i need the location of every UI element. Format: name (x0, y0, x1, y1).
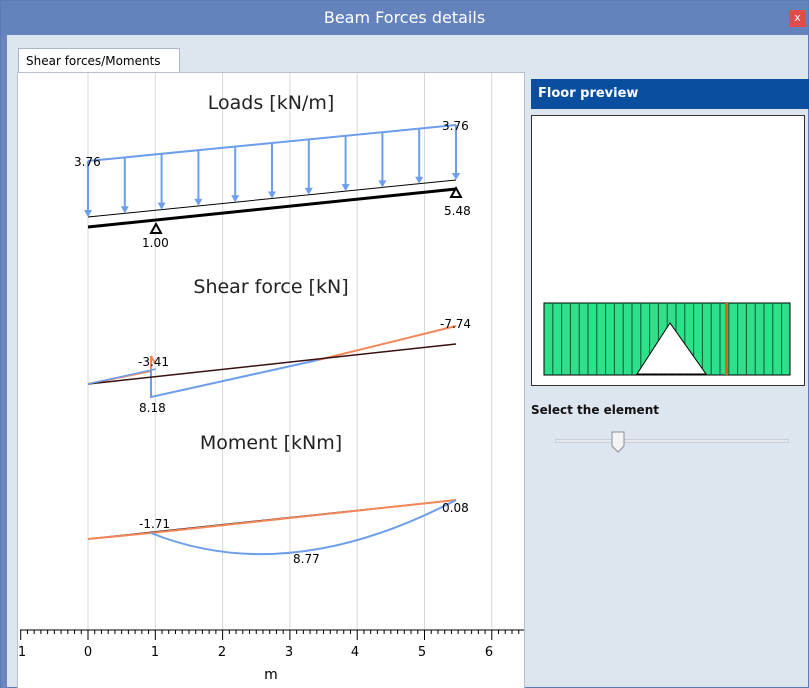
x-tick-label: 4 (351, 645, 359, 660)
window-left-edge (1, 35, 7, 688)
load-arrow (194, 150, 203, 206)
floor-preview-header: Floor preview (531, 79, 809, 109)
load-arrow (341, 135, 350, 192)
shear-base-left (87, 368, 157, 385)
x-tick-label: 6 (485, 645, 493, 660)
load-arrow (268, 143, 276, 199)
support-label-right: 5.48 (444, 204, 471, 218)
load-arrow (84, 161, 92, 217)
moment-top-line (150, 499, 457, 534)
chart-grid (87, 73, 493, 630)
x-axis-label: m (264, 667, 278, 683)
beam-chart: Loads [kN/m] 3.76 3.76 1.00 5.48 Shear f… (18, 73, 524, 683)
x-tick-label: 0 (84, 645, 92, 660)
load-arrow (378, 132, 387, 188)
window-title: Beam Forces details (323, 8, 486, 27)
close-button[interactable]: x (789, 10, 806, 27)
moment-label-right: 0.08 (442, 501, 469, 515)
x-tick-label: 1 (151, 645, 159, 660)
support-left-icon (149, 221, 163, 234)
moment-positive-segment (87, 532, 152, 540)
x-axis-tick-labels: 1 0 1 2 3 4 5 6 (18, 645, 493, 660)
floor-preview-box[interactable] (531, 115, 805, 386)
x-tick-label: 1 (18, 645, 26, 660)
select-element-label: Select the element (531, 403, 659, 417)
title-bar[interactable]: Beam Forces details x (1, 1, 808, 35)
x-tick-label: 5 (418, 645, 426, 660)
right-panel: Floor preview Select the element (531, 79, 809, 688)
shear-positive-segment-2 (317, 325, 457, 361)
beam-chart-panel: Loads [kN/m] 3.76 3.76 1.00 5.48 Shear f… (17, 72, 525, 688)
shear-label-left-bottom: 8.18 (139, 401, 166, 415)
selected-element-marker (725, 303, 728, 375)
beam-line (87, 187, 457, 229)
support-label-left: 1.00 (142, 236, 169, 250)
element-slider-track[interactable] (555, 439, 789, 443)
element-slider-thumb[interactable] (611, 431, 625, 453)
support-right-icon (449, 185, 463, 198)
load-arrow (452, 125, 460, 180)
load-arrow (120, 157, 129, 214)
load-arrow (231, 146, 240, 203)
load-arrow (415, 128, 424, 184)
x-axis-ticks (20, 630, 520, 640)
moment-title: Moment [kNm] (200, 432, 342, 454)
floor-preview-image (543, 302, 791, 376)
shear-axis-line (87, 343, 457, 385)
shear-positive-tick (150, 355, 156, 364)
shear-label-left-top: -3.41 (138, 355, 169, 369)
shear-title: Shear force [kN] (193, 276, 348, 298)
load-label-right: 3.76 (442, 119, 469, 133)
loads-title: Loads [kN/m] (208, 92, 334, 114)
shear-label-right: -7.74 (440, 317, 471, 331)
x-tick-label: 3 (285, 645, 293, 660)
shear-negative-segment (150, 359, 319, 399)
tab-shear-forces-moments[interactable]: Shear forces/Moments (18, 48, 180, 72)
load-arrow (304, 139, 313, 195)
load-label-left: 3.76 (74, 155, 101, 169)
x-tick-label: 2 (218, 645, 226, 660)
moment-label-left: -1.71 (139, 517, 170, 531)
moment-label-mid: 8.77 (293, 552, 320, 566)
moment-curve (150, 499, 457, 556)
load-arrow (157, 153, 166, 210)
load-arrows (84, 125, 460, 217)
floor-opening-shape (636, 322, 707, 375)
